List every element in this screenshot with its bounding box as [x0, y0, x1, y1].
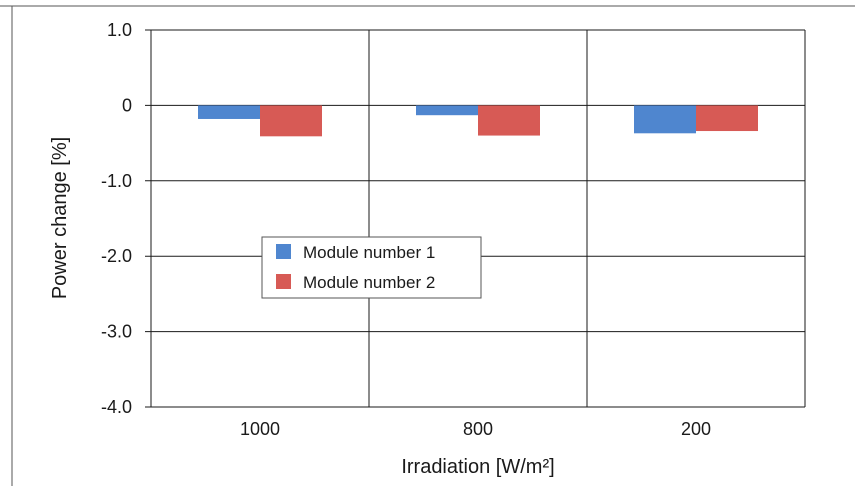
- grid-layer: [145, 29, 806, 408]
- y-tick-label: -2.0: [101, 246, 132, 266]
- legend-swatch-module-2: [276, 274, 291, 289]
- legend-swatch-module-1: [276, 244, 291, 259]
- y-tick-label: -3.0: [101, 322, 132, 342]
- legend-box: [261, 236, 482, 299]
- y-tick-label: 0: [122, 95, 132, 115]
- x-tick-labels: 1000 800 200: [240, 419, 711, 439]
- y-axis-label: Power change [%]: [49, 137, 71, 299]
- bar-module-1-800: [416, 105, 478, 116]
- bar-module-1-200: [634, 105, 696, 134]
- y-tick-label: -1.0: [101, 171, 132, 191]
- legend-label-module-2: Module number 2: [303, 273, 435, 292]
- bar-layer: [198, 105, 758, 137]
- x-tick-label: 1000: [240, 419, 280, 439]
- legend: Module number 1 Module number 2: [261, 236, 482, 299]
- bar-module-1-1000: [198, 105, 260, 119]
- bar-module-2-1000: [260, 105, 322, 137]
- y-tick-labels: 1.0 0 -1.0 -2.0 -3.0 -4.0: [101, 20, 132, 417]
- legend-label-module-1: Module number 1: [303, 243, 435, 262]
- bar-module-2-200: [696, 105, 758, 132]
- bar-module-2-800: [478, 105, 540, 136]
- x-axis-label: Irradiation [W/m²]: [401, 456, 554, 478]
- x-tick-label: 200: [681, 419, 711, 439]
- y-tick-label: -4.0: [101, 397, 132, 417]
- y-tick-label: 1.0: [107, 20, 132, 40]
- x-tick-label: 800: [463, 419, 493, 439]
